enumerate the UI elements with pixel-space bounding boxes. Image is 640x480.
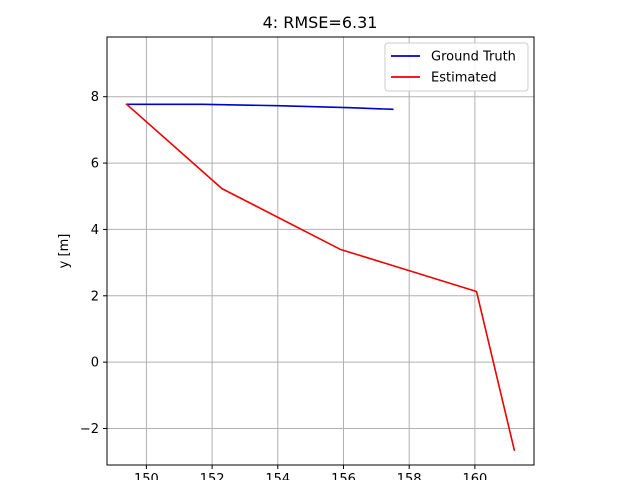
y-axis-label: y [m]: [57, 234, 72, 269]
legend: Ground Truth Estimated: [384, 42, 529, 92]
y-axis-ticks: −2 0 2 4 6 8: [80, 90, 107, 437]
series-line-estimated: [125, 103, 516, 452]
y-tick-label: 6: [91, 157, 99, 172]
x-tick-label: 156: [331, 472, 356, 480]
x-tick-label: 158: [397, 472, 422, 480]
series-layer: [125, 103, 516, 452]
y-tick-label: 4: [91, 223, 99, 238]
y-tick-label: 8: [91, 90, 99, 105]
x-tick-label: 150: [134, 472, 159, 480]
plot-frame: [106, 36, 535, 466]
chart-title: 4: RMSE=6.31: [263, 13, 378, 32]
grid: [107, 37, 534, 465]
legend-label: Ground Truth: [431, 50, 516, 65]
x-tick-label: 152: [200, 472, 225, 480]
x-tick-label: 160: [462, 472, 487, 480]
y-tick-label: 2: [91, 289, 99, 304]
legend-label: Estimated: [431, 71, 497, 86]
series-line-ground-truth: [125, 103, 394, 111]
legend-box: [384, 42, 529, 92]
y-tick-label: −2: [80, 422, 99, 437]
x-axis-ticks: 150 152 154 156 158 160: [134, 465, 487, 480]
x-tick-label: 154: [265, 472, 290, 480]
y-tick-label: 0: [91, 356, 99, 371]
